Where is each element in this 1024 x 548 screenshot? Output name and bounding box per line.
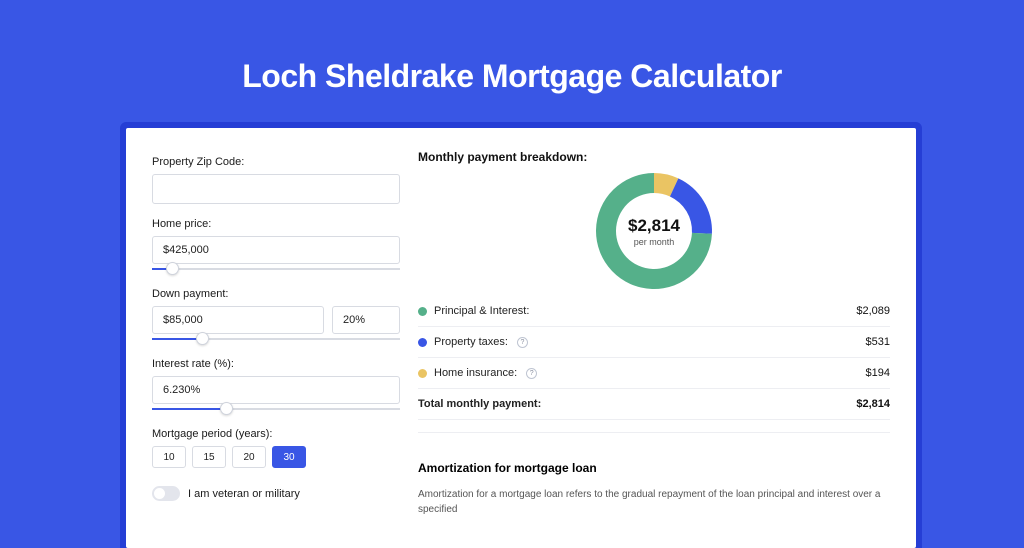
donut-amount: $2,814: [628, 216, 680, 236]
period-buttons: 10 15 20 30: [152, 446, 400, 468]
legend-row-insurance: Home insurance:? $194: [418, 358, 890, 389]
legend: Principal & Interest: $2,089 Property taxe…: [418, 296, 890, 389]
total-value: $2,814: [856, 398, 890, 410]
legend-value: $531: [866, 336, 890, 348]
down-payment-slider[interactable]: [152, 334, 400, 344]
page-title: Loch Sheldrake Mortgage Calculator: [0, 0, 1024, 95]
period-button-10[interactable]: 10: [152, 446, 186, 468]
slider-thumb[interactable]: [220, 402, 233, 415]
slider-thumb[interactable]: [166, 262, 179, 275]
legend-label: Property taxes:: [434, 336, 508, 348]
period-button-15[interactable]: 15: [192, 446, 226, 468]
taxes-dot-icon: [418, 338, 427, 347]
form-panel: Property Zip Code: Home price: Down paym…: [152, 150, 400, 548]
home-price-input[interactable]: [152, 236, 400, 264]
period-button-20[interactable]: 20: [232, 446, 266, 468]
legend-label: Home insurance:: [434, 367, 517, 379]
legend-value: $194: [866, 367, 890, 379]
home-price-label: Home price:: [152, 218, 400, 230]
legend-label: Principal & Interest:: [434, 305, 529, 317]
period-button-30[interactable]: 30: [272, 446, 306, 468]
legend-value: $2,089: [856, 305, 890, 317]
total-label: Total monthly payment:: [418, 398, 541, 410]
info-icon[interactable]: ?: [517, 337, 528, 348]
breakdown-panel: Monthly payment breakdown: $2,814 per mo…: [418, 150, 890, 548]
down-payment-label: Down payment:: [152, 288, 400, 300]
interest-rate-label: Interest rate (%):: [152, 358, 400, 370]
zip-input[interactable]: [152, 174, 400, 204]
zip-label: Property Zip Code:: [152, 156, 400, 168]
total-row: Total monthly payment: $2,814: [418, 389, 890, 420]
amortization-heading: Amortization for mortgage loan: [418, 461, 890, 481]
legend-row-principal: Principal & Interest: $2,089: [418, 296, 890, 327]
principal-dot-icon: [418, 307, 427, 316]
down-payment-pct-input[interactable]: [332, 306, 400, 334]
veteran-label: I am veteran or military: [188, 488, 300, 500]
slider-thumb[interactable]: [196, 332, 209, 345]
interest-rate-input[interactable]: [152, 376, 400, 404]
amortization-body: Amortization for a mortgage loan refers …: [418, 487, 890, 517]
veteran-toggle[interactable]: [152, 486, 180, 501]
interest-rate-slider[interactable]: [152, 404, 400, 414]
info-icon[interactable]: ?: [526, 368, 537, 379]
calculator-card: Property Zip Code: Home price: Down paym…: [126, 128, 916, 548]
down-payment-input[interactable]: [152, 306, 324, 334]
donut-chart: $2,814 per month: [593, 170, 715, 292]
period-label: Mortgage period (years):: [152, 428, 400, 440]
home-price-slider[interactable]: [152, 264, 400, 274]
breakdown-heading: Monthly payment breakdown:: [418, 150, 890, 164]
legend-row-taxes: Property taxes:? $531: [418, 327, 890, 358]
donut-sublabel: per month: [634, 237, 675, 247]
insurance-dot-icon: [418, 369, 427, 378]
